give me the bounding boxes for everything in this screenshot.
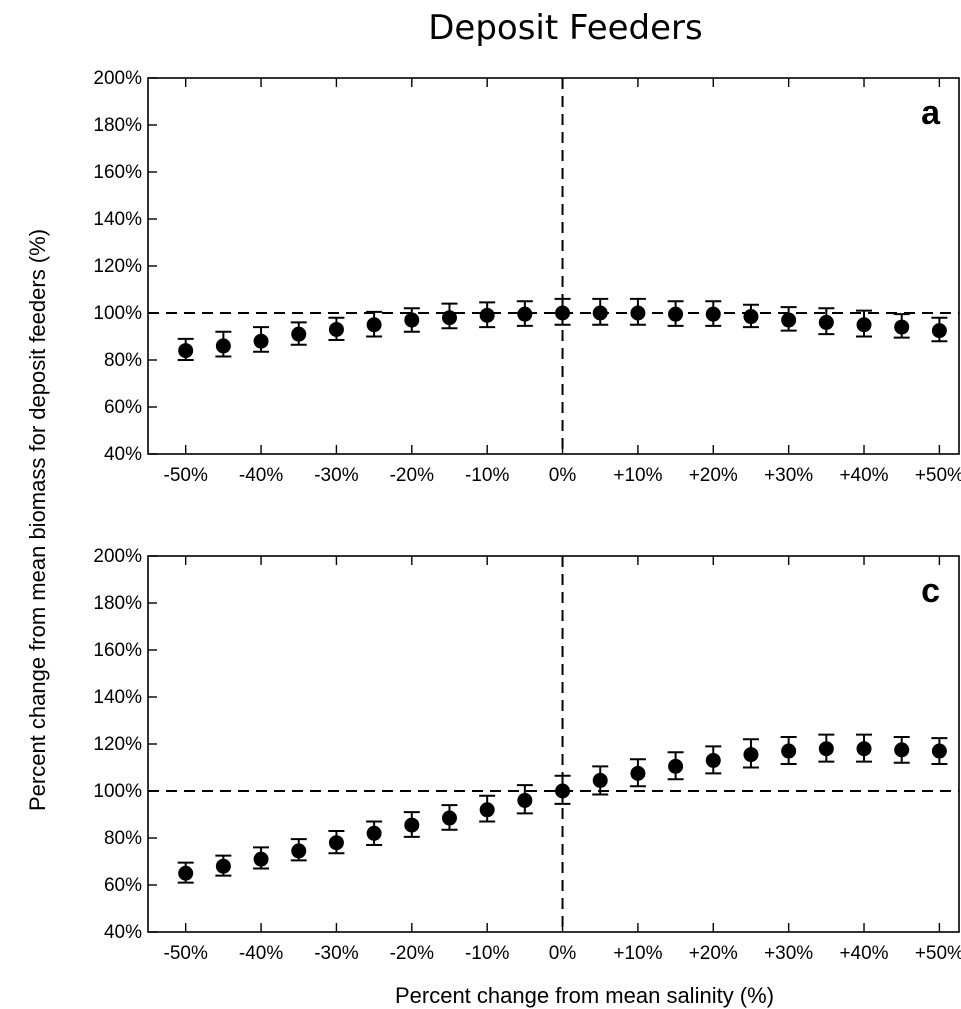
panel-a: 40% 60% 80% 100% 120% 140% 160% 180% 200% -50% -40… [93, 68, 961, 486]
data-point [253, 851, 269, 867]
x-tick-label: -50% [164, 465, 208, 486]
data-point [215, 858, 231, 874]
y-tick-label: 80% [104, 828, 142, 849]
chart-title: Deposit Feeders [428, 8, 703, 48]
data-point [291, 326, 307, 342]
data-point [253, 333, 269, 349]
data-point [404, 817, 420, 833]
x-tick-label: +40% [839, 465, 888, 486]
data-point [592, 305, 608, 321]
plot-frame [147, 77, 960, 455]
y-tick-label: 100% [93, 781, 142, 802]
y-tick-label: 160% [93, 162, 142, 183]
data-point [592, 772, 608, 788]
data-point [630, 305, 646, 321]
data-point [555, 783, 571, 799]
data-point [705, 752, 721, 768]
panel-label: a [921, 94, 941, 132]
data-point [743, 747, 759, 763]
y-tick-label: 160% [93, 640, 142, 661]
data-point [479, 307, 495, 323]
data-point [517, 792, 533, 808]
data-point [630, 765, 646, 781]
y-tick-label: 120% [93, 256, 142, 277]
data-point [366, 317, 382, 333]
data-point [441, 810, 457, 826]
data-point [178, 865, 194, 881]
x-tick-label: -20% [390, 465, 434, 486]
data-point [856, 317, 872, 333]
y-tick-label: 40% [104, 922, 142, 943]
data-point [366, 825, 382, 841]
y-tick-label: 140% [93, 687, 142, 708]
y-tick-label: 180% [93, 115, 142, 136]
panel-c: 40% 60% 80% 100% 120% 140% 160% 180% 200% -50% -40… [93, 546, 961, 964]
data-point [931, 323, 947, 339]
data-point [856, 741, 872, 757]
data-point [517, 306, 533, 322]
x-tick-label: +50% [915, 943, 961, 964]
x-axis-label: Percent change from mean salinity (%) [394, 983, 775, 1008]
data-point [894, 319, 910, 335]
x-tick-label: 0% [549, 465, 577, 486]
data-point [818, 314, 834, 330]
data-point [215, 338, 231, 354]
y-tick-label: 140% [93, 209, 142, 230]
x-tick-label: +10% [613, 943, 662, 964]
plot-frame [147, 555, 960, 933]
x-tick-label: +20% [689, 465, 738, 486]
x-tick-label: -30% [314, 465, 358, 486]
data-point [743, 309, 759, 325]
x-tick-label: +30% [764, 465, 813, 486]
data-point [328, 321, 344, 337]
data-point [441, 310, 457, 326]
y-tick-label: 60% [104, 875, 142, 896]
x-tick-label: +10% [613, 465, 662, 486]
x-tick-label: -40% [239, 465, 283, 486]
y-tick-label: 200% [93, 546, 142, 567]
panel-label: c [921, 572, 940, 610]
y-tick-label: 80% [104, 350, 142, 371]
data-point [404, 312, 420, 328]
data-point [555, 305, 571, 321]
x-tick-label: -50% [164, 943, 208, 964]
y-tick-label: 180% [93, 593, 142, 614]
x-tick-label: -10% [465, 465, 509, 486]
x-tick-label: +30% [764, 943, 813, 964]
data-point [178, 343, 194, 359]
data-point [894, 742, 910, 758]
y-tick-label: 100% [93, 303, 142, 324]
x-tick-label: +20% [689, 943, 738, 964]
data-point [328, 835, 344, 851]
y-tick-label: 60% [104, 397, 142, 418]
x-tick-label: -10% [465, 943, 509, 964]
x-tick-label: -20% [390, 943, 434, 964]
data-point [668, 306, 684, 322]
y-tick-label: 40% [104, 444, 142, 465]
x-tick-label: +50% [915, 465, 961, 486]
data-point [818, 741, 834, 757]
y-tick-label: 120% [93, 734, 142, 755]
y-tick-label: 200% [93, 68, 142, 89]
data-point [781, 312, 797, 328]
x-tick-label: 0% [549, 943, 577, 964]
data-point [705, 306, 721, 322]
x-tick-label: -30% [314, 943, 358, 964]
data-point [781, 743, 797, 759]
data-point [931, 743, 947, 759]
x-tick-label: +40% [839, 943, 888, 964]
data-point [291, 843, 307, 859]
data-point [668, 758, 684, 774]
x-tick-label: -40% [239, 943, 283, 964]
data-point [479, 802, 495, 818]
